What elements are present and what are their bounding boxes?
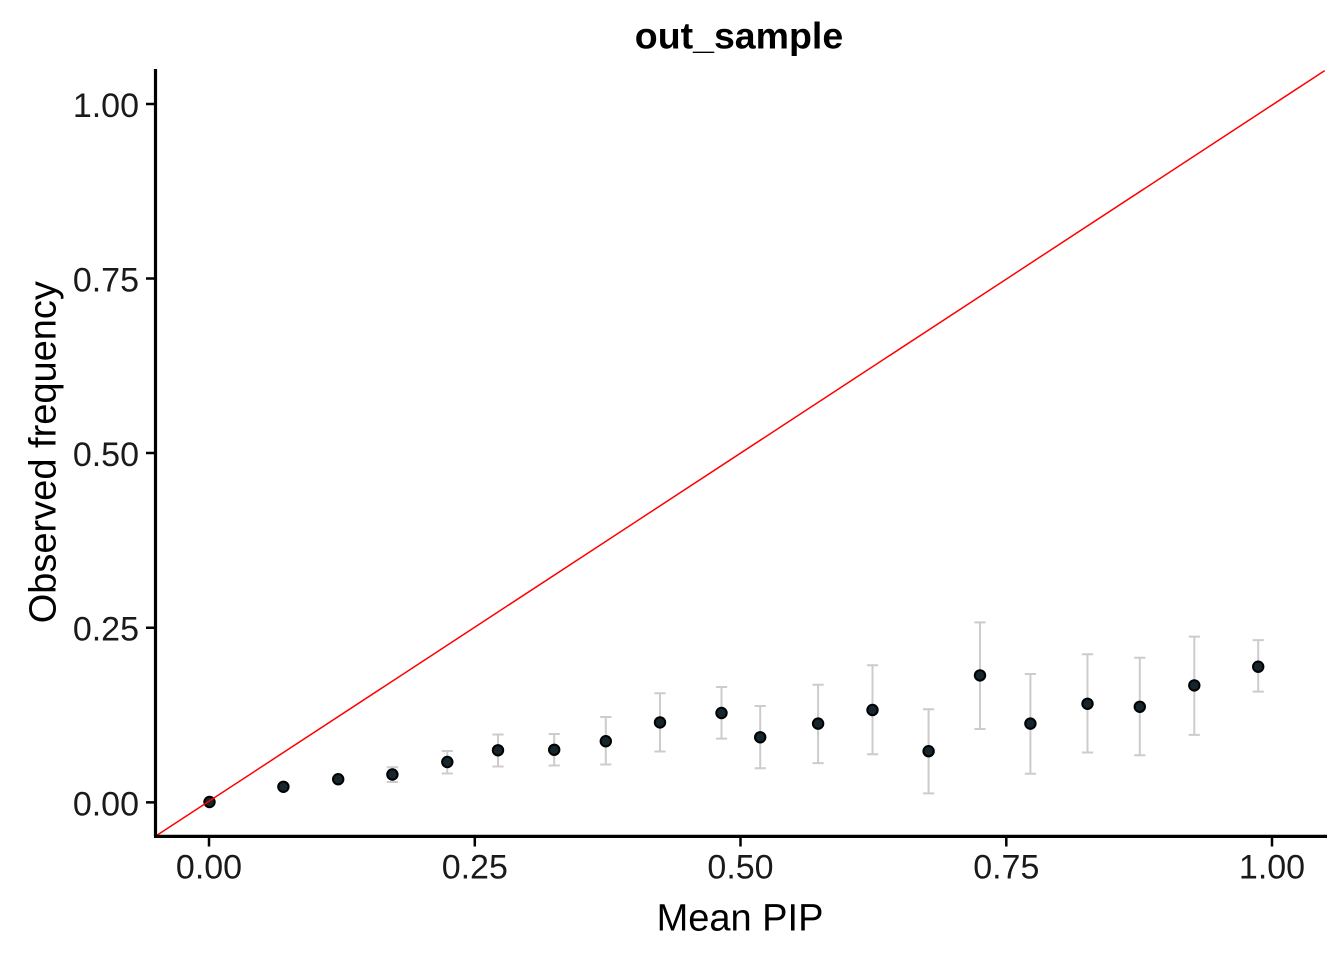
svg-text:0.00: 0.00 bbox=[73, 785, 139, 823]
svg-text:0.25: 0.25 bbox=[73, 611, 139, 649]
svg-text:Mean PIP: Mean PIP bbox=[657, 898, 824, 940]
svg-text:0.50: 0.50 bbox=[707, 849, 773, 887]
svg-text:0.25: 0.25 bbox=[442, 849, 508, 887]
svg-text:0.00: 0.00 bbox=[176, 849, 242, 887]
svg-text:0.50: 0.50 bbox=[73, 436, 139, 474]
svg-text:1.00: 1.00 bbox=[1239, 849, 1305, 887]
svg-text:1.00: 1.00 bbox=[73, 87, 139, 125]
svg-text:0.75: 0.75 bbox=[73, 262, 139, 300]
svg-text:out_sample: out_sample bbox=[635, 15, 843, 57]
svg-text:0.75: 0.75 bbox=[973, 849, 1039, 887]
svg-text:Observed frequency: Observed frequency bbox=[23, 281, 65, 623]
